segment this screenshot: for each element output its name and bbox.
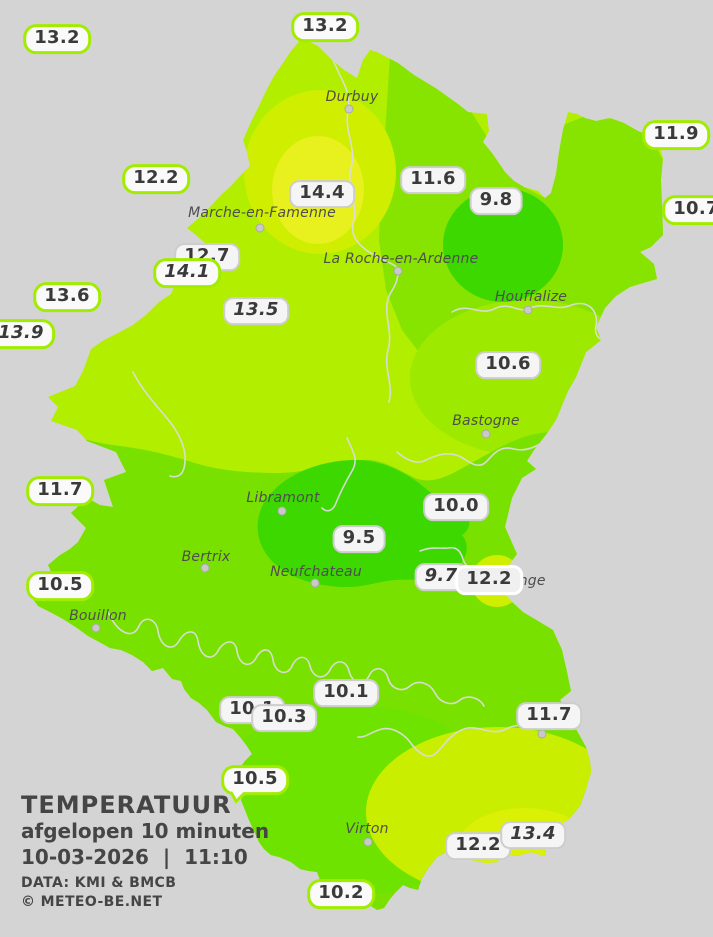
town-dot xyxy=(537,729,547,739)
river-semois xyxy=(107,611,485,707)
data-source-label: DATA: KMI & BMCB xyxy=(21,874,177,891)
page-title: TEMPERATUUR xyxy=(21,791,232,819)
station-temperature-label: 13.4 xyxy=(500,821,566,849)
station-temperature-label: 9.8 xyxy=(469,187,523,215)
town-dot xyxy=(255,223,265,233)
river-libramont xyxy=(321,437,356,512)
town-dot xyxy=(523,305,533,315)
cold-blob-neufchateau xyxy=(257,459,470,588)
station-temperature-label: 12.2 xyxy=(445,832,511,860)
station-temperature-label: 11.6 xyxy=(400,166,466,194)
town-dot xyxy=(481,429,491,439)
river-sure xyxy=(396,427,561,466)
station-temperature-label: 13.2 xyxy=(23,24,91,54)
town-label: Bertrix xyxy=(181,549,231,565)
town-label: Bastogne xyxy=(452,413,520,429)
station-temperature-label: 11.7 xyxy=(26,476,94,506)
town-label: Durbuy xyxy=(325,89,379,105)
station-temperature-label: 9.5 xyxy=(332,525,386,553)
station-temperature-label: 11.7 xyxy=(516,702,582,730)
station-temperature-label: 13.2 xyxy=(291,12,359,42)
river-ton xyxy=(357,720,554,757)
station-temperature-label: 10.5 xyxy=(26,571,94,601)
town-dot xyxy=(393,266,403,276)
river-ourthe xyxy=(332,59,399,403)
station-temperature-label: 10.3 xyxy=(251,704,317,732)
station-temperature-label: 12.2 xyxy=(455,565,523,595)
town-dot xyxy=(91,623,101,633)
title-block: TEMPERATUUR afgelopen 10 minuten 10-03-2… xyxy=(21,791,270,912)
datetime-label: 10-03-2026 | 11:10 xyxy=(21,844,248,869)
town-label: La Roche-en-Ardenne xyxy=(323,251,479,267)
town-dot xyxy=(310,578,320,588)
station-temperature-label: 14.4 xyxy=(289,180,355,208)
town-dot xyxy=(277,506,287,516)
copyright-label: © METEO-BE.NET xyxy=(21,893,163,910)
rivers xyxy=(107,59,617,757)
town-label: Houffalize xyxy=(494,289,568,305)
station-temperature-label: 12.2 xyxy=(122,164,190,194)
town-dot xyxy=(200,563,210,573)
town-label: Marche-en-Famenne xyxy=(188,205,336,221)
page-subtitle: afgelopen 10 minuten xyxy=(21,818,270,843)
station-temperature-label: 10.2 xyxy=(307,879,375,909)
cold-blob-northeast xyxy=(443,188,563,302)
station-temperature-label: 10.1 xyxy=(313,679,379,707)
station-temperature-label: 13.5 xyxy=(223,297,289,325)
station-temperature-label: 14.1 xyxy=(153,258,221,288)
town-label: Neufchateau xyxy=(270,564,362,580)
station-temperature-label: 13.6 xyxy=(33,282,101,312)
town-label: Libramont xyxy=(246,490,320,506)
station-temperature-label: 10.0 xyxy=(423,493,489,521)
station-temperature-label: 10.6 xyxy=(475,351,541,379)
town-label: Virton xyxy=(345,821,389,837)
station-temperature-label: 12.7 xyxy=(174,243,240,271)
station-temperature-label: 10.5 xyxy=(221,765,289,795)
station-temperature-label: 11.9 xyxy=(642,120,710,150)
station-temperature-label: 10.7 xyxy=(662,195,713,225)
river-houffalize xyxy=(451,302,617,343)
town-label: Bouillon xyxy=(69,608,127,624)
station-temperature-label: 13.9 xyxy=(0,319,55,349)
river-lesse xyxy=(132,371,186,478)
town-dot xyxy=(344,104,354,114)
town-dot xyxy=(363,837,373,847)
